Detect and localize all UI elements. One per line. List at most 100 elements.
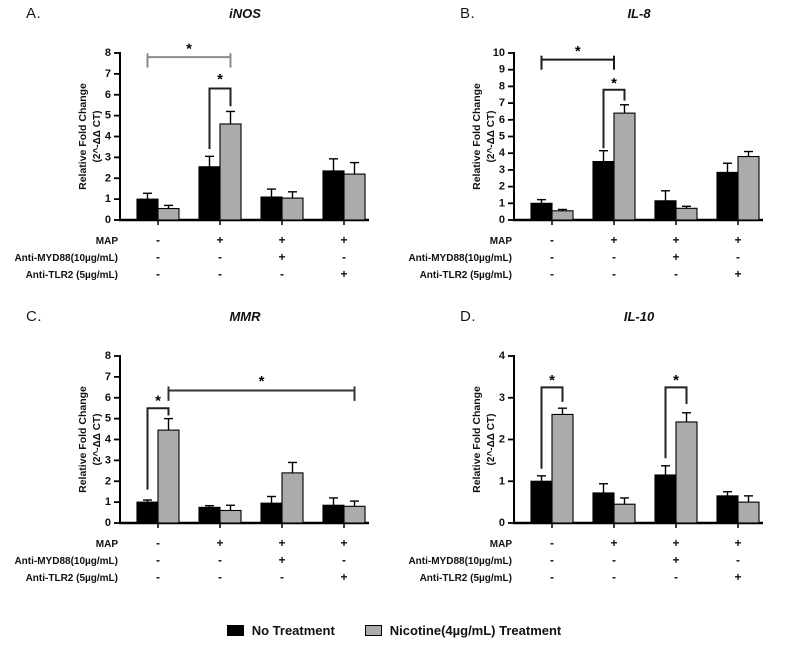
bar	[592, 161, 615, 221]
condition-sign: +	[278, 536, 285, 550]
condition-sign: -	[156, 536, 160, 550]
bar	[260, 196, 283, 221]
legend-swatch-nicotine-treatment	[364, 624, 382, 636]
y-tick-label: 7	[105, 68, 111, 80]
bar	[136, 198, 159, 221]
bar	[322, 504, 345, 524]
bar	[530, 202, 553, 221]
y-tick-label: 0	[499, 214, 505, 226]
significance-star: *	[217, 71, 223, 88]
bar	[613, 503, 636, 524]
bar	[198, 166, 221, 221]
bar	[716, 171, 739, 221]
condition-label: Anti-MYD88(10µg/mL)	[408, 253, 512, 264]
bar	[675, 421, 698, 524]
panel-d: D. IL-10 0 1 2 3 4 Relative Fold Change (2^-ΔΔ…	[394, 303, 788, 606]
y-tick-label: 1	[105, 193, 111, 205]
y-tick-label: 8	[105, 350, 111, 362]
bar-chart-mmr: 0 1 2 3 4 5 6 7 8 Relative Fold Change (2^-ΔΔ CT) *…	[14, 350, 369, 584]
y-tick-label: 7	[105, 371, 111, 383]
significance-bracket	[664, 386, 688, 459]
y-tick-label: 6	[499, 114, 505, 126]
bar	[716, 495, 739, 524]
y-tick-label: 6	[105, 89, 111, 101]
panel-title: iNOS	[229, 6, 261, 21]
condition-sign: +	[216, 233, 223, 247]
condition-label: Anti-MYD88(10µg/mL)	[408, 556, 512, 567]
condition-sign: -	[156, 553, 160, 567]
y-axis-label-line1: Relative Fold Change	[471, 83, 483, 190]
condition-sign: +	[672, 536, 679, 550]
condition-sign: -	[218, 250, 222, 264]
panel-title: IL-10	[623, 309, 655, 324]
y-tick-label: 5	[105, 110, 111, 122]
condition-sign: -	[280, 267, 284, 281]
panel-b: B. IL-8 0 1 2 3 4 5 6 7 8 9 10 Relative Fold Change…	[394, 0, 788, 303]
significance-bracket	[208, 87, 232, 150]
bar-chart-il8: 0 1 2 3 4 5 6 7 8 9 10 Relative Fold Change (2^-ΔΔ C…	[408, 43, 763, 281]
panel-letter: A.	[26, 5, 42, 22]
condition-sign: +	[278, 553, 285, 567]
condition-sign: +	[610, 233, 617, 247]
condition-sign: -	[612, 267, 616, 281]
y-tick-label: 5	[499, 131, 505, 143]
significance-star: *	[186, 41, 192, 58]
condition-sign: -	[550, 536, 554, 550]
condition-sign: +	[610, 536, 617, 550]
legend-label-nicotine-treatment: Nicotine(4µg/mL) Treatment	[389, 622, 562, 638]
bar	[530, 480, 553, 524]
condition-sign: -	[342, 553, 346, 567]
y-tick-label: 9	[499, 64, 505, 76]
y-tick-label: 4	[499, 350, 506, 362]
bar	[157, 207, 180, 221]
condition-sign: +	[216, 536, 223, 550]
y-axis-label-line2: (2^-ΔΔ CT)	[486, 414, 497, 466]
condition-sign: -	[280, 570, 284, 584]
bar	[551, 210, 574, 221]
condition-sign: -	[550, 267, 554, 281]
legend: No Treatment Nicotine(4µg/mL) Treatment	[0, 616, 788, 644]
legend-swatch-no-treatment	[226, 624, 244, 636]
bar	[737, 501, 760, 524]
panel-title: MMR	[229, 309, 261, 324]
bar	[219, 509, 242, 524]
condition-sign: -	[612, 570, 616, 584]
panel-grid: A. iNOS 0 1 2 3 4 5 6 7 8 Relative Fold Change (2^…	[0, 0, 788, 606]
condition-sign: -	[218, 570, 222, 584]
y-tick-label: 1	[499, 197, 505, 209]
significance-star: *	[611, 75, 617, 92]
significance-star: *	[673, 372, 679, 389]
y-tick-label: 2	[499, 434, 505, 446]
panel-c: C. MMR 0 1 2 3 4 5 6 7 8 Relative Fold Change (2^-…	[0, 303, 394, 606]
y-tick-label: 3	[499, 164, 505, 176]
y-tick-label: 2	[499, 181, 505, 193]
condition-sign: -	[550, 553, 554, 567]
y-axis-label-line2: (2^-ΔΔ CT)	[92, 414, 103, 466]
bar	[675, 207, 698, 221]
condition-sign: -	[674, 267, 678, 281]
bar	[322, 170, 345, 221]
condition-sign: +	[734, 233, 741, 247]
condition-sign: -	[156, 250, 160, 264]
y-tick-label: 2	[105, 475, 111, 487]
condition-label: Anti-TLR2 (5µg/mL)	[420, 573, 512, 584]
condition-sign: -	[342, 250, 346, 264]
condition-sign: -	[218, 553, 222, 567]
condition-sign: -	[612, 250, 616, 264]
condition-label: MAP	[96, 236, 119, 247]
bar	[260, 502, 283, 524]
legend-item-nicotine-treatment: Nicotine(4µg/mL) Treatment	[364, 622, 562, 638]
y-tick-label: 5	[105, 413, 111, 425]
y-tick-label: 8	[499, 80, 505, 92]
bar	[157, 429, 180, 524]
y-tick-label: 4	[105, 131, 112, 143]
bar	[136, 501, 159, 524]
condition-sign: +	[278, 250, 285, 264]
y-tick-label: 0	[105, 214, 111, 226]
bar	[551, 413, 574, 524]
bar	[281, 197, 304, 221]
condition-sign: -	[550, 570, 554, 584]
significance-bracket	[540, 386, 564, 469]
condition-sign: +	[278, 233, 285, 247]
